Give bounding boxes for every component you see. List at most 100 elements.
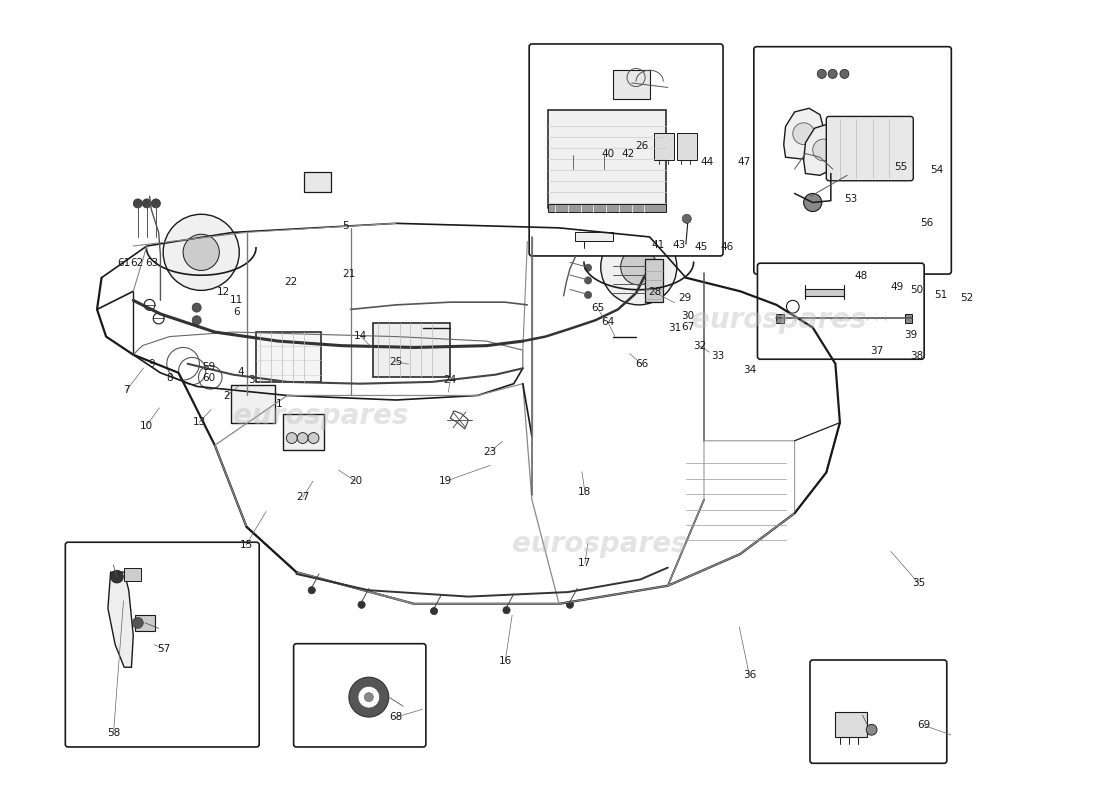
Text: 4: 4 [238, 367, 244, 377]
Text: 6: 6 [233, 307, 240, 318]
Text: 43: 43 [673, 239, 686, 250]
Text: 55: 55 [894, 162, 908, 172]
FancyBboxPatch shape [294, 644, 426, 747]
Circle shape [308, 586, 316, 594]
Text: 58: 58 [107, 728, 120, 738]
Text: 2: 2 [223, 391, 230, 401]
Circle shape [163, 214, 240, 290]
Text: 27: 27 [296, 492, 309, 502]
Text: 29: 29 [678, 293, 691, 303]
Bar [905, 314, 912, 323]
Circle shape [358, 686, 379, 708]
Bar [575, 233, 614, 242]
Text: 36: 36 [742, 670, 756, 680]
Text: 28: 28 [648, 287, 661, 298]
Circle shape [584, 291, 592, 298]
Bar [135, 614, 155, 631]
Text: 62: 62 [130, 258, 143, 268]
Text: 50: 50 [910, 285, 923, 295]
FancyBboxPatch shape [826, 117, 913, 181]
Text: 15: 15 [240, 540, 253, 550]
Circle shape [153, 313, 164, 324]
Circle shape [566, 601, 573, 608]
Text: 24: 24 [443, 375, 456, 385]
Circle shape [364, 693, 373, 702]
Bar [548, 204, 666, 211]
Circle shape [349, 678, 388, 717]
Bar [777, 314, 783, 323]
Text: 37: 37 [870, 346, 883, 355]
Text: 67: 67 [681, 322, 694, 332]
Circle shape [817, 70, 826, 78]
Circle shape [144, 299, 155, 310]
Text: 8: 8 [166, 373, 173, 382]
Text: 7: 7 [123, 386, 130, 395]
Text: 47: 47 [738, 158, 751, 167]
Circle shape [192, 316, 201, 325]
Circle shape [828, 70, 837, 78]
Bar [124, 567, 141, 581]
Circle shape [142, 199, 152, 208]
Bar [676, 133, 696, 160]
Text: 17: 17 [579, 558, 592, 569]
Text: 5: 5 [342, 222, 349, 231]
Text: 59: 59 [202, 362, 216, 371]
Circle shape [152, 199, 161, 208]
Text: 42: 42 [621, 150, 635, 159]
Polygon shape [108, 572, 133, 667]
Text: 54: 54 [930, 166, 944, 175]
FancyBboxPatch shape [810, 660, 947, 763]
Text: 12: 12 [217, 287, 230, 298]
Text: 49: 49 [890, 282, 903, 292]
Text: 11: 11 [230, 295, 243, 306]
Bar [614, 70, 650, 99]
Text: 56: 56 [920, 218, 933, 228]
Text: 18: 18 [579, 486, 592, 497]
Circle shape [133, 199, 142, 208]
Circle shape [584, 264, 592, 271]
Text: 69: 69 [917, 720, 931, 730]
Circle shape [183, 234, 219, 270]
Bar [805, 289, 844, 296]
Text: 52: 52 [960, 293, 974, 303]
Text: 44: 44 [701, 158, 714, 167]
Circle shape [192, 303, 201, 312]
Circle shape [866, 724, 877, 735]
Text: 30: 30 [681, 311, 694, 322]
Text: 40: 40 [602, 150, 615, 159]
Circle shape [840, 70, 849, 78]
Text: 26: 26 [635, 142, 648, 151]
Text: 38: 38 [910, 351, 923, 361]
Bar [654, 133, 674, 160]
Bar [645, 258, 663, 302]
Text: 45: 45 [695, 242, 708, 252]
Text: 68: 68 [389, 712, 403, 722]
Text: 3: 3 [248, 375, 254, 385]
Text: 20: 20 [349, 476, 362, 486]
Circle shape [430, 607, 438, 614]
Text: 33: 33 [711, 351, 724, 361]
Text: 63: 63 [145, 258, 158, 268]
Bar [231, 385, 275, 422]
Circle shape [297, 433, 308, 443]
Bar [304, 172, 331, 192]
Text: eurospares: eurospares [233, 402, 408, 430]
Text: 34: 34 [742, 365, 756, 374]
Text: eurospares: eurospares [692, 306, 867, 334]
Circle shape [503, 606, 510, 614]
Text: 1: 1 [276, 399, 283, 409]
Circle shape [813, 139, 835, 161]
Text: 21: 21 [342, 269, 355, 279]
Text: 41: 41 [651, 239, 664, 250]
Text: 46: 46 [720, 242, 734, 252]
Text: 35: 35 [912, 578, 925, 588]
Circle shape [620, 249, 657, 285]
Bar [835, 712, 867, 737]
Circle shape [601, 229, 676, 305]
Text: 14: 14 [354, 331, 367, 342]
Text: 9: 9 [148, 359, 155, 369]
Circle shape [786, 300, 799, 313]
Circle shape [132, 618, 143, 628]
Bar [255, 332, 321, 382]
Text: 19: 19 [439, 476, 452, 486]
